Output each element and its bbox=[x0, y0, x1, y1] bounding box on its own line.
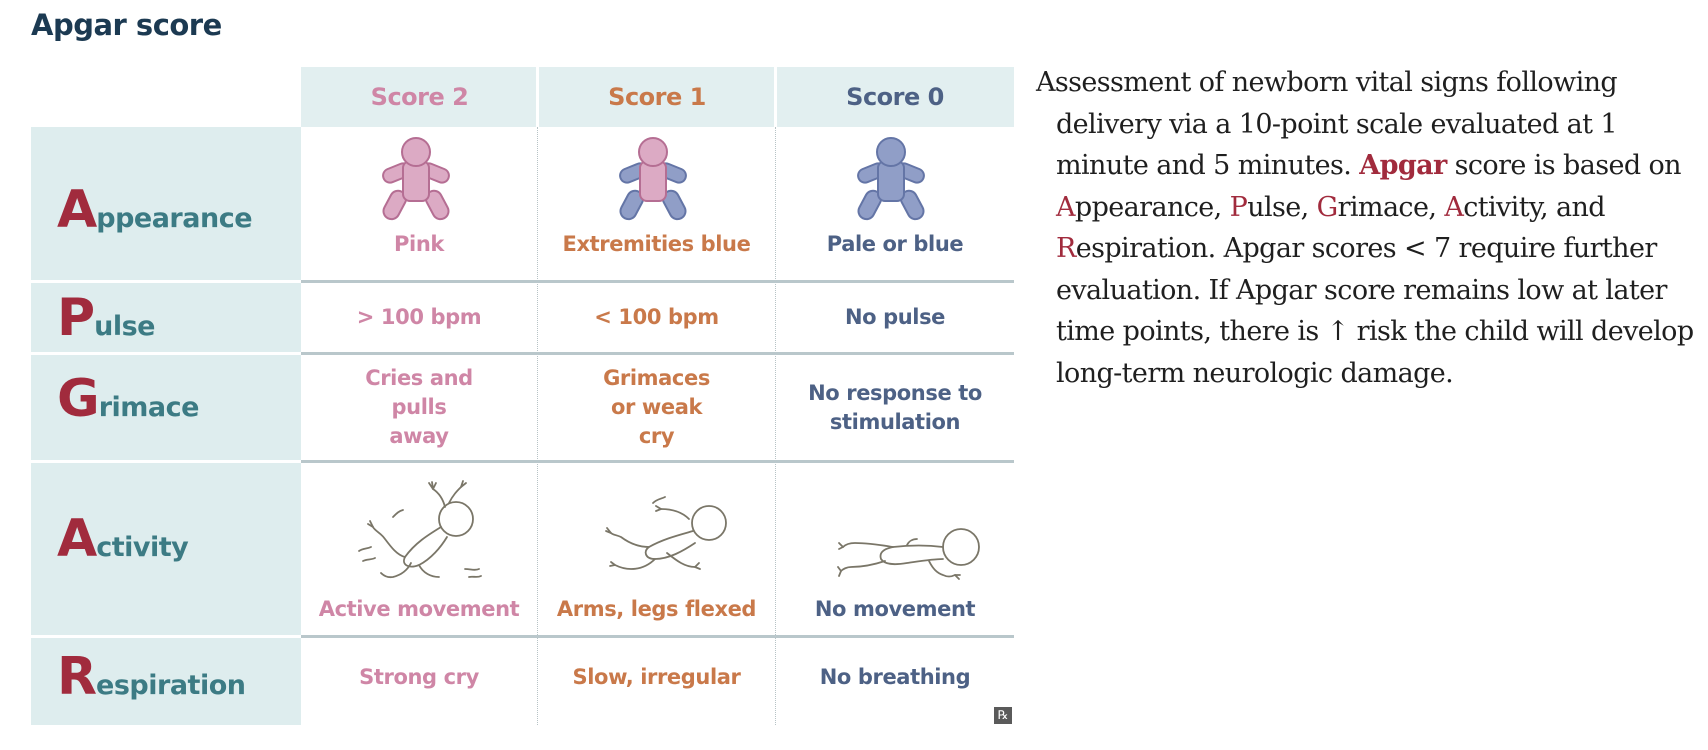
cell-grimace-2: Cries and pulls away bbox=[365, 366, 473, 448]
row-label-respiration: Respiration bbox=[57, 647, 246, 707]
cell-appearance-2: Pink bbox=[394, 231, 444, 256]
cell-respiration-0: No breathing bbox=[819, 664, 971, 689]
baby-pale-blue-icon bbox=[857, 137, 925, 221]
page-title: Apgar score bbox=[31, 8, 222, 42]
baby-extremities-blue-icon bbox=[619, 137, 687, 221]
cell-pulse-2: > 100 bpm bbox=[356, 305, 482, 329]
cell-activity-2: Active movement bbox=[318, 596, 520, 621]
row-label-pulse: Pulse bbox=[57, 288, 155, 348]
baby-active-movement-icon bbox=[358, 480, 482, 579]
row-label-appearance: Appearance bbox=[57, 180, 253, 240]
rx-badge-icon: ℞ bbox=[994, 707, 1012, 724]
description-paragraph: Assessment of newborn vital signs follow… bbox=[1036, 67, 1694, 389]
row-label-activity: Activity bbox=[57, 509, 189, 569]
baby-pink-icon bbox=[382, 137, 450, 221]
header-score-2: Score 2 bbox=[370, 83, 469, 111]
cell-appearance-0: Pale or blue bbox=[826, 231, 964, 256]
cell-activity-0: No movement bbox=[814, 596, 976, 621]
apgar-table: Score 2 Score 1 Score 0 Appearance Pulse… bbox=[31, 67, 1014, 725]
cell-grimace-1: Grimaces or weak cry bbox=[603, 366, 710, 448]
row-label-grimace: Grimace bbox=[57, 369, 199, 429]
header-score-0: Score 0 bbox=[846, 83, 944, 111]
cell-grimace-0: No response to stimulation bbox=[808, 380, 982, 434]
cell-respiration-1: Slow, irregular bbox=[572, 664, 741, 689]
cell-pulse-0: No pulse bbox=[844, 305, 946, 329]
baby-flexed-icon bbox=[605, 496, 727, 570]
baby-no-movement-icon bbox=[837, 528, 980, 580]
cell-activity-1: Arms, legs flexed bbox=[556, 596, 757, 621]
cell-respiration-2: Strong cry bbox=[359, 664, 479, 689]
header-score-1: Score 1 bbox=[608, 83, 706, 111]
cell-pulse-1: < 100 bpm bbox=[594, 305, 719, 329]
cell-appearance-1: Extremities blue bbox=[562, 231, 751, 256]
